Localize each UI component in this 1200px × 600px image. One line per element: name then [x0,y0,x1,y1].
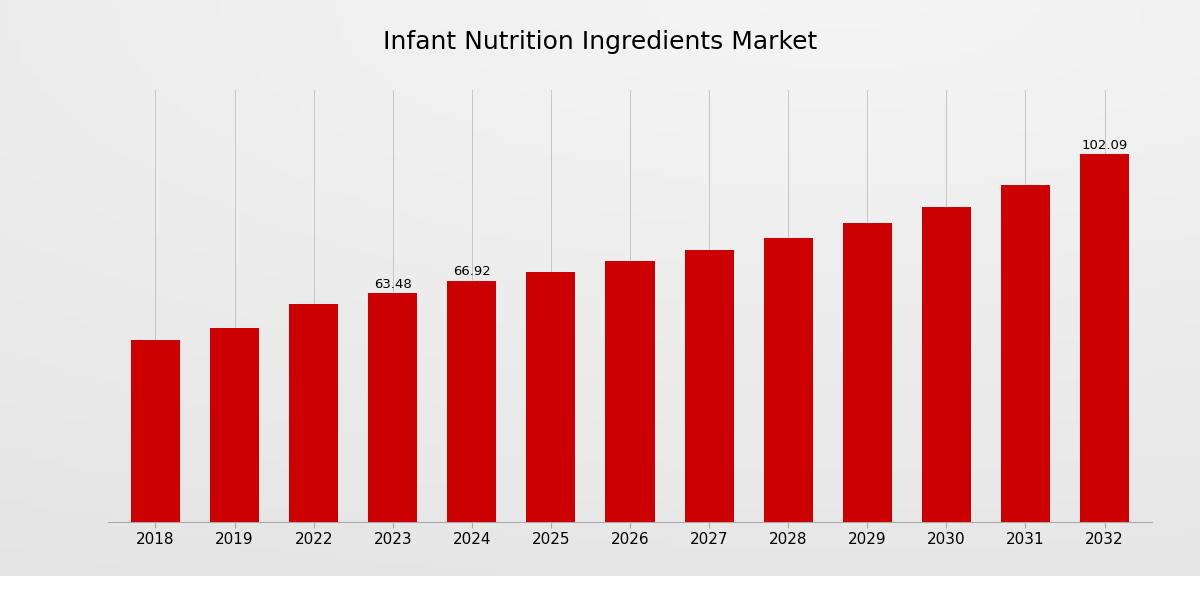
Bar [1001,185,1050,522]
Bar [210,328,259,522]
Text: Infant Nutrition Ingredients Market: Infant Nutrition Ingredients Market [383,30,817,54]
Text: 66.92: 66.92 [452,265,491,278]
Bar [527,272,576,522]
Text: 63.48: 63.48 [374,278,412,290]
Bar [448,281,497,522]
Bar [684,250,733,522]
Bar [922,207,971,522]
Bar [289,304,338,522]
Bar [1080,154,1129,522]
Bar [368,293,418,522]
Text: 102.09: 102.09 [1081,139,1128,152]
Bar [763,238,812,522]
Bar [131,340,180,522]
Bar [842,223,892,522]
Bar [606,261,654,522]
